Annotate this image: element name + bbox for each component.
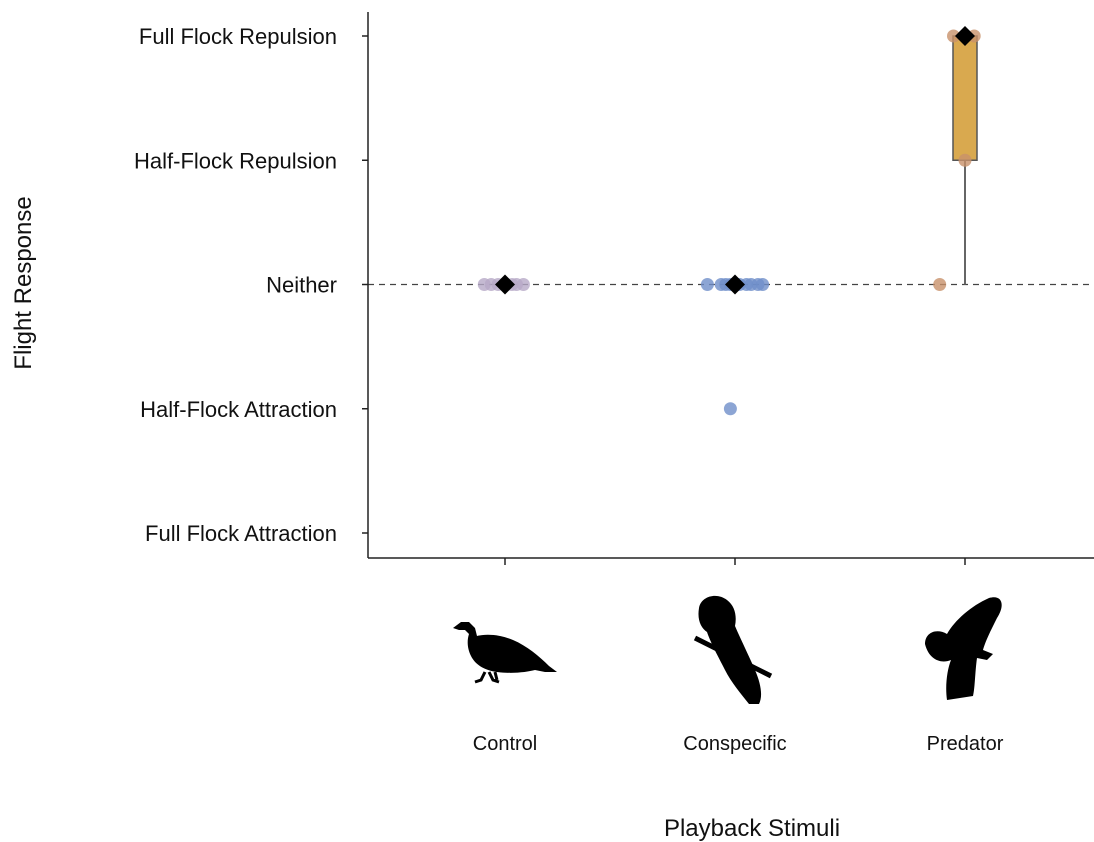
y-axis-title: Flight Response xyxy=(10,196,37,369)
y-tick-label: Neither xyxy=(266,273,337,298)
mean-marker xyxy=(725,274,745,295)
data-point xyxy=(723,402,737,416)
x-category-label-control: Control xyxy=(473,733,537,755)
data-point xyxy=(933,278,947,291)
x-category-label-predator: Predator xyxy=(927,733,1004,755)
x-category-label-conspecific: Conspecific xyxy=(683,733,786,755)
x-axis-title: Playback Stimuli xyxy=(664,815,840,842)
data-point xyxy=(516,278,530,291)
data-point xyxy=(947,29,960,43)
dove-silhouette-icon xyxy=(453,622,557,684)
y-tick-label: Half-Flock Repulsion xyxy=(134,148,337,173)
y-tick-label: Full Flock Attraction xyxy=(145,521,337,546)
data-point xyxy=(756,278,770,291)
mean-marker xyxy=(955,26,975,46)
owl-silhouette-icon xyxy=(925,597,1002,700)
y-tick-label: Full Flock Repulsion xyxy=(139,24,337,49)
mean-marker xyxy=(495,274,515,295)
y-tick-label: Half-Flock Attraction xyxy=(140,397,337,422)
parrot-silhouette-icon xyxy=(693,595,773,704)
data-point xyxy=(958,153,972,167)
data-point xyxy=(700,278,714,291)
box-iqr xyxy=(952,35,978,161)
